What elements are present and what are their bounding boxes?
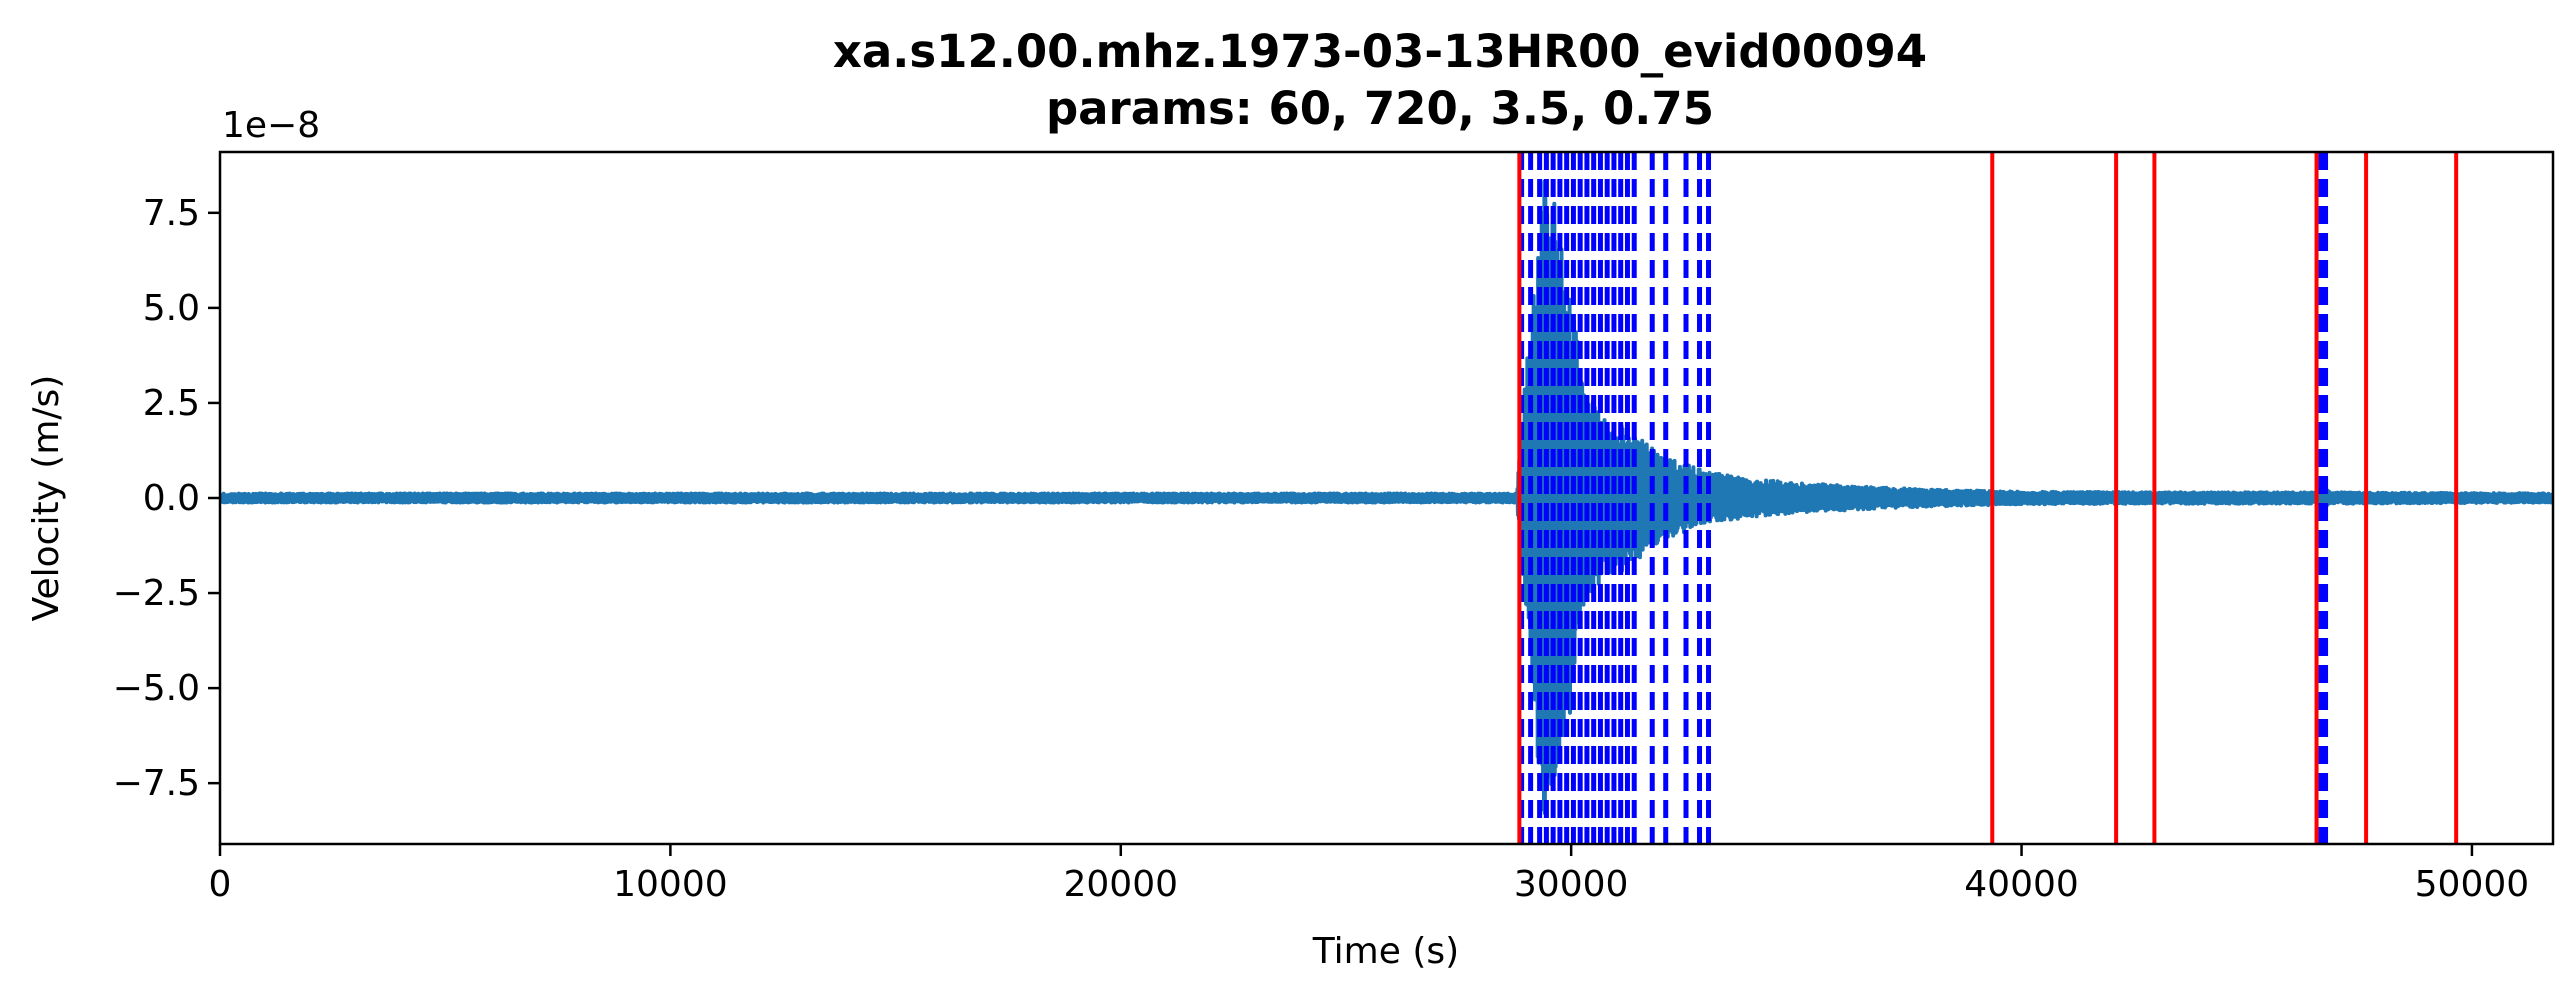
chart-title: xa.s12.00.mhz.1973-03-13HR00_evid00094 xyxy=(833,25,1927,78)
signal-series xyxy=(220,179,2553,816)
trigger-off-lines xyxy=(1519,152,2329,844)
y-offset-label: 1e−8 xyxy=(222,105,320,146)
x-tick-label: 30000 xyxy=(1514,864,1629,905)
trigger-on-lines xyxy=(1517,152,2459,844)
y-tick-label: −7.5 xyxy=(113,763,200,804)
y-tick-label: 0.0 xyxy=(143,478,200,519)
x-tick-label: 40000 xyxy=(1964,864,2079,905)
chart-subtitle: params: 60, 720, 3.5, 0.75 xyxy=(1046,82,1714,135)
x-tick-label: 10000 xyxy=(613,864,728,905)
y-axis-label: Velocity (m/s) xyxy=(26,375,67,622)
y-axis: −7.5 −5.0 −2.5 0.0 2.5 5.0 7.5 xyxy=(113,193,220,804)
x-axis-label: Time (s) xyxy=(1312,931,1459,972)
x-tick-label: 50000 xyxy=(2415,864,2530,905)
x-tick-label: 0 xyxy=(209,864,232,905)
x-axis: 0 10000 20000 30000 40000 50000 xyxy=(209,844,2530,905)
plot-area xyxy=(220,152,2553,844)
y-tick-label: −2.5 xyxy=(113,573,200,614)
x-tick-label: 20000 xyxy=(1064,864,1179,905)
y-tick-label: −5.0 xyxy=(113,668,200,709)
y-tick-label: 2.5 xyxy=(143,383,200,424)
y-tick-label: 7.5 xyxy=(143,193,200,234)
y-tick-label: 5.0 xyxy=(143,288,200,329)
